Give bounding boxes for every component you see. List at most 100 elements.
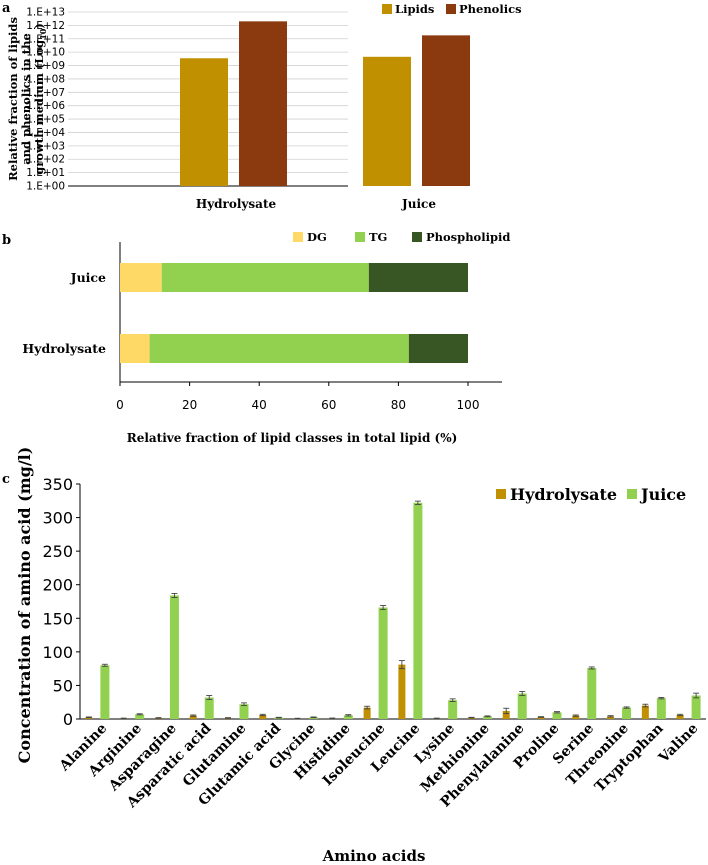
legend-label: Phenolics <box>459 2 522 16</box>
y-tick-label: 0 <box>63 710 73 729</box>
y-tick-label: 100 <box>42 643 73 662</box>
legend-label: DG <box>307 230 327 244</box>
bar-hydrolysate-phenylalanine <box>502 710 510 719</box>
y-axis-label-line: Relative fraction of lipids <box>6 17 20 181</box>
panel-b-label: b <box>2 233 11 248</box>
bar-juice-glutamine <box>239 704 249 719</box>
legend-swatch-hydrolysate <box>496 489 506 499</box>
legend-label: Phospholipid <box>426 230 510 244</box>
y-axis-label-subscript: 10 <box>38 28 48 40</box>
y-tick-label: 200 <box>42 576 73 595</box>
legend-swatch-juice <box>627 489 637 499</box>
bar-juice-arginine <box>135 714 145 719</box>
bar-juice-asparagine <box>169 595 179 719</box>
legend-swatch-dg <box>293 232 303 242</box>
bar-hydrolysate-isoleucine <box>363 707 371 719</box>
bar-juice-lysine <box>448 700 458 719</box>
bar-juice-histidine <box>343 715 353 719</box>
legend-swatch-lipids <box>382 4 392 14</box>
bar-hydrolysate-serine <box>572 715 580 719</box>
y-tick-label: 1.E+03 <box>26 140 65 152</box>
y-tick-label: 1.E+10 <box>26 47 65 59</box>
y-tick-label: 1.E+07 <box>26 87 65 99</box>
y-axis-label-line: growth medium (Log <box>32 40 46 175</box>
panel-c-label: c <box>2 472 10 487</box>
chart-b: Juice Hydrolysate 0 20 40 60 80 100 Relative fra… <box>22 230 510 445</box>
bar-juice-leucine <box>413 502 423 719</box>
x-axis-label: Amino acids <box>322 847 426 865</box>
bar-juice-glycine <box>309 717 319 719</box>
y-tick-label: 1.E+00 <box>26 181 65 193</box>
bar-phenolics-juice <box>422 35 470 186</box>
bar-hydrolysate-glutamic-acid <box>259 714 267 719</box>
bar-lipids-juice <box>363 56 411 186</box>
legend-label: TG <box>369 230 387 244</box>
bar-juice-phenylalanine <box>517 693 527 719</box>
y-tick-label: 250 <box>42 542 73 561</box>
y-axis-label: Relative fraction of lipidsand phenolics… <box>6 17 48 181</box>
y-tick-label: Hydrolysate <box>22 341 106 356</box>
y-tick-label: 1.E+13 <box>26 7 65 19</box>
bar-hydrolysate-leucine <box>398 664 406 719</box>
legend-swatch-phenolics <box>446 4 456 14</box>
x-tick-label: 100 <box>457 398 480 412</box>
bar-tg-hydrolysate <box>149 334 409 363</box>
y-tick-label: 1.E+12 <box>26 20 65 32</box>
x-tick-label: 0 <box>116 398 124 412</box>
x-tick-label: 80 <box>391 398 406 412</box>
x-tick-label: 40 <box>252 398 267 412</box>
y-tick-label: 1.E+08 <box>26 73 65 85</box>
bar-hydrolysate-asparatic-acid <box>189 715 197 719</box>
legend-label: Hydrolysate <box>510 485 617 504</box>
x-tick-label: Hydrolysate <box>196 197 277 211</box>
bar-juice-tryptophan <box>656 698 666 719</box>
panel-a-label: a <box>2 1 11 16</box>
y-tick-label: 300 <box>42 509 73 528</box>
y-tick-label: 50 <box>53 676 73 695</box>
chart-c: 050100150200250300350AlanineArginineAspa… <box>15 447 706 865</box>
x-tick-label: 60 <box>321 398 336 412</box>
bar-lipids-hydrolysate <box>180 58 228 187</box>
bar-juice-isoleucine <box>378 607 388 719</box>
x-tick-label: Juice <box>401 197 436 211</box>
bar-hydrolysate-threonine <box>607 716 615 719</box>
bar-hydrolysate-alanine <box>85 717 93 719</box>
bar-juice-alanine <box>100 665 110 719</box>
y-axis-label: Concentration of amino acid (mg/l) <box>15 447 34 764</box>
x-axis-label: Relative fraction of lipid classes in to… <box>127 431 458 445</box>
bar-phenolics-hydrolysate <box>239 21 287 187</box>
y-axis-label-line: and phenolics in the <box>19 33 33 165</box>
bar-juice-methionine <box>482 716 492 719</box>
y-tick-label: 1.E+06 <box>26 100 65 112</box>
legend-swatch-phospholipid <box>412 232 422 242</box>
bar-hydrolysate-valine <box>676 714 684 719</box>
bar-juice-valine <box>691 695 701 719</box>
y-axis-label-line: ) <box>32 23 46 28</box>
legend-label: Juice <box>639 485 686 504</box>
bar-phospholipid-juice <box>368 263 468 292</box>
bar-dg-hydrolysate <box>120 334 150 363</box>
bar-juice-threonine <box>622 707 632 719</box>
bar-tg-juice <box>161 263 369 292</box>
bar-dg-juice <box>120 263 162 292</box>
bar-hydrolysate-tryptophan <box>641 705 649 719</box>
y-tick-label: 150 <box>42 609 73 628</box>
y-tick-label: 1.E+09 <box>26 60 65 72</box>
legend-label: Lipids <box>395 2 434 16</box>
y-tick-label: 1.E+05 <box>26 114 65 126</box>
chart-a: 1.E+00 1.E+011.E+02 1.E+031.E+041.E+05 1.E+… <box>6 2 522 211</box>
bar-hydrolysate-proline <box>537 716 545 719</box>
y-tick-label: 350 <box>42 475 73 494</box>
bar-phospholipid-hydrolysate <box>408 334 468 363</box>
bar-juice-asparatic-acid <box>204 697 214 719</box>
y-tick-label: Juice <box>70 270 106 285</box>
y-tick-label: 1.E+02 <box>26 154 65 166</box>
bar-juice-proline <box>552 712 562 719</box>
y-tick-label: 1.E+11 <box>26 33 65 45</box>
x-tick-label: 20 <box>182 398 197 412</box>
legend-swatch-tg <box>355 232 365 242</box>
y-tick-label: 1.E+04 <box>26 127 65 139</box>
y-tick-label: 1.E+01 <box>26 167 65 179</box>
bar-juice-serine <box>587 667 597 719</box>
